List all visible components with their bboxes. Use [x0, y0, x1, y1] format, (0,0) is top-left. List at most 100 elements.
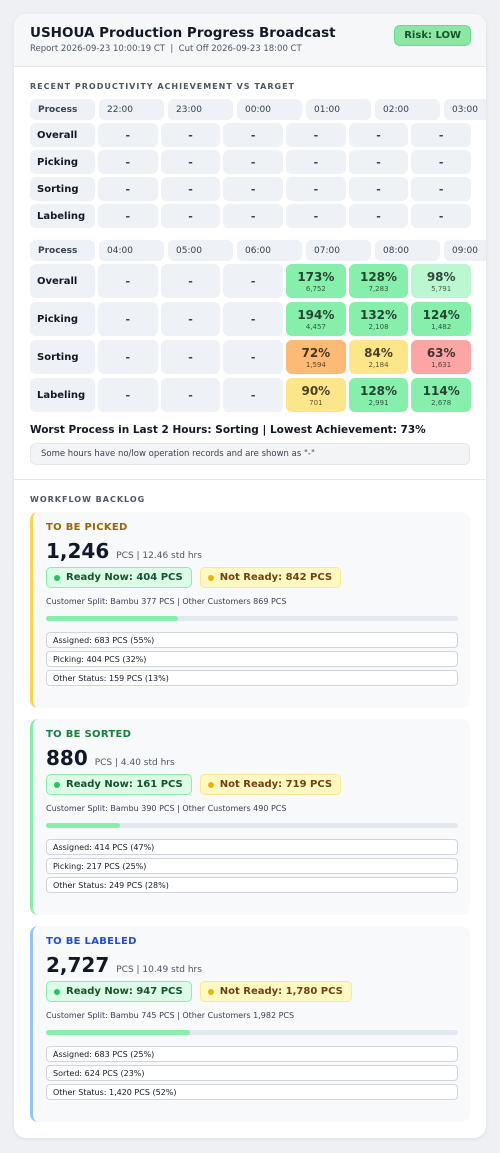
status-row: Picking: 217 PCS (25%)	[46, 858, 458, 874]
cell: -	[348, 150, 409, 174]
achievement: 63%	[426, 345, 456, 360]
cell: -	[348, 123, 409, 147]
status-row: Other Status: 249 PCS (28%)	[46, 877, 458, 893]
backlog-card: TO BE PICKED 1,246 PCS | 12.46 std hrs Rea…	[30, 512, 470, 708]
header-cell: Process	[30, 240, 95, 261]
cell: 84% 2,184	[348, 340, 409, 374]
cell: 90% 701	[286, 378, 346, 412]
status-row: Assigned: 683 PCS (55%)	[46, 632, 458, 648]
achievement: 173%	[297, 269, 335, 284]
achievement: 90%	[301, 383, 331, 398]
cell: -	[348, 177, 409, 201]
status-row: Other Status: 1,420 PCS (52%)	[46, 1084, 458, 1100]
cell: -	[223, 378, 284, 412]
count: 5,791	[431, 284, 452, 293]
count: 2,184	[368, 360, 389, 369]
header-cell: Process	[30, 99, 95, 120]
count: 2,991	[368, 398, 389, 407]
table: Process 22:00 23:00 00:00 01:00 02:00 03:00 Ove…	[30, 99, 486, 228]
cell: -	[160, 378, 221, 412]
table-row: Sorting - - -72% 1,594 84% 2,184 63% 1,631	[30, 340, 472, 374]
not-ready-pill: Not Ready: 719 PCS	[199, 774, 342, 795]
cell: -	[160, 302, 221, 336]
cell: -	[411, 204, 472, 228]
process-name: Picking	[30, 150, 95, 174]
pills: Ready Now: 947 PCS Not Ready: 1,780 PCS	[46, 981, 458, 1002]
dot	[207, 988, 214, 995]
status-row: Assigned: 414 PCS (47%)	[46, 839, 458, 855]
progress-track	[46, 616, 458, 621]
not-ready-pill: Not Ready: 1,780 PCS	[199, 981, 352, 1002]
total: 1,246 PCS | 12.46 std hrs	[46, 539, 458, 563]
card-title: TO BE PICKED	[46, 522, 128, 533]
cell: -	[223, 340, 284, 374]
cell: -	[348, 204, 409, 228]
process-name: Picking	[30, 302, 95, 336]
total: 880 PCS | 4.40 std hrs	[46, 746, 458, 770]
cell: -	[160, 204, 221, 228]
status-row: Picking: 404 PCS (32%)	[46, 651, 458, 667]
cell: -	[286, 204, 346, 228]
cell: -	[98, 340, 158, 374]
pills: Ready Now: 161 PCS Not Ready: 719 PCS	[46, 774, 458, 795]
dot	[54, 781, 60, 788]
count: 6,752	[305, 284, 326, 293]
unit: PCS | 12.46 std hrs	[116, 551, 202, 561]
cell: -	[411, 177, 472, 201]
meta: Report 2026-09-23 10:00:19 CT | Cut Off …	[30, 44, 302, 54]
ready-pill: Ready Now: 947 PCS	[46, 981, 192, 1002]
unit: PCS | 4.40 std hrs	[94, 758, 175, 768]
table-row: Picking - - -194% 4,457 132% 2,108 124% 1,482	[30, 302, 472, 336]
pill-text: Ready Now: 947 PCS	[66, 986, 183, 997]
achievement: 194%	[297, 307, 335, 322]
not-ready-pill: Not Ready: 842 PCS	[199, 567, 342, 588]
note: Some hours have no/low operation records…	[30, 443, 470, 465]
progress-track	[46, 823, 458, 828]
cell: -	[160, 340, 221, 374]
total: 2,727 PCS | 10.49 std hrs	[46, 953, 458, 977]
cell: -	[98, 123, 158, 147]
cell: -	[223, 302, 284, 336]
count: 1,594	[305, 360, 326, 369]
divider	[14, 479, 486, 480]
cell: -	[411, 150, 472, 174]
table-row: Sorting - - - - - -	[30, 177, 472, 201]
header-cell: 00:00	[237, 99, 302, 120]
achievement: 128%	[359, 269, 398, 284]
worst-process: Worst Process in Last 2 Hours: Sorting |…	[30, 424, 426, 436]
dot	[207, 574, 214, 581]
pills: Ready Now: 404 PCS Not Ready: 842 PCS	[46, 567, 458, 588]
cell: -	[411, 123, 472, 147]
cell: 72% 1,594	[286, 340, 346, 374]
cell: -	[223, 150, 284, 174]
status-row: Other Status: 159 PCS (13%)	[46, 670, 458, 686]
count: 1,631	[431, 360, 452, 369]
progress-fill	[46, 1030, 191, 1035]
count: 7,283	[368, 284, 389, 293]
cell: -	[223, 123, 284, 147]
total-value: 2,727	[46, 953, 110, 977]
table-row: Overall - - - - - -	[30, 123, 472, 147]
cell: -	[98, 177, 158, 201]
section-title: RECENT PRODUCTIVITY ACHIEVEMENT VS TARGE…	[30, 82, 295, 91]
cards: TO BE PICKED 1,246 PCS | 12.46 std hrs Rea…	[14, 512, 486, 1122]
cell: -	[223, 264, 284, 298]
cell: -	[160, 177, 221, 201]
table-row: Labeling - - -90% 701 128% 2,991 114% 2,678	[30, 378, 472, 412]
count: 4,457	[305, 322, 326, 331]
table-row: Labeling - - - - - -	[30, 204, 472, 228]
header-cell: 23:00	[168, 99, 233, 120]
customer-split: Customer Split: Bambu 390 PCS | Other Cu…	[46, 804, 287, 813]
cell: -	[160, 150, 221, 174]
pill-text: Ready Now: 161 PCS	[66, 779, 183, 790]
dot	[54, 574, 60, 581]
process-name: Labeling	[30, 204, 95, 228]
cell: 132% 2,108	[348, 302, 409, 336]
process-name: Sorting	[30, 177, 95, 201]
cell: -	[160, 123, 221, 147]
cell: -	[286, 123, 346, 147]
progress-track	[46, 1030, 458, 1035]
header: USHOUA Production Progress Broadcast Rep…	[14, 14, 486, 67]
pill-text: Not Ready: 1,780 PCS	[219, 986, 343, 997]
achievement: 72%	[301, 345, 331, 360]
